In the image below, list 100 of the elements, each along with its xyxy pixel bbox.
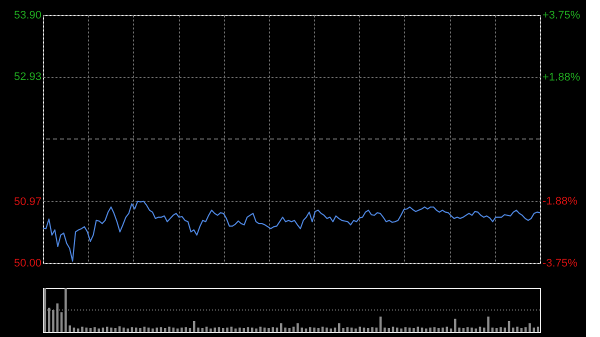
bar — [400, 328, 402, 332]
bar — [242, 328, 245, 332]
bar — [205, 326, 208, 332]
bar — [338, 323, 340, 332]
bar — [375, 328, 378, 332]
bar — [226, 328, 228, 332]
y-tick-label: 53.90 — [14, 10, 42, 22]
bar — [504, 328, 506, 332]
bar — [251, 328, 254, 332]
bar — [263, 328, 266, 332]
bar — [362, 328, 366, 332]
bar — [192, 321, 196, 332]
bar — [134, 328, 138, 332]
bar — [500, 327, 502, 332]
bar — [408, 328, 411, 332]
bar — [238, 328, 241, 332]
bar — [433, 327, 436, 332]
bar — [143, 326, 146, 332]
bar — [64, 288, 67, 332]
bar — [147, 328, 150, 332]
bar — [214, 328, 216, 332]
bar — [110, 328, 112, 332]
bar — [72, 328, 76, 332]
bar — [478, 326, 482, 332]
bar — [180, 328, 183, 332]
y-tick-label: 50.97 — [14, 196, 42, 208]
bar — [230, 326, 233, 332]
bar — [326, 328, 328, 332]
bar — [130, 327, 134, 332]
bar — [218, 327, 220, 332]
bar — [491, 328, 494, 332]
bar — [536, 326, 540, 332]
y2-tick-label: +3.75% — [542, 10, 580, 22]
y2-tick-label: -1.88% — [542, 196, 578, 208]
bar — [416, 326, 420, 332]
bar — [470, 328, 473, 332]
bar — [404, 327, 407, 332]
bar — [358, 326, 362, 332]
bar — [330, 328, 332, 332]
bar — [321, 326, 324, 332]
y2-tick-label: -3.75% — [542, 258, 578, 270]
bar — [255, 328, 258, 332]
bar — [524, 327, 527, 332]
bar — [222, 328, 224, 332]
bar — [446, 326, 448, 332]
bar — [425, 328, 428, 332]
bar — [168, 326, 170, 332]
bar — [487, 316, 490, 332]
bar — [384, 328, 386, 332]
bar — [388, 328, 390, 332]
y-tick-label: 50.00 — [14, 258, 42, 270]
bar — [139, 328, 142, 332]
bar — [528, 323, 531, 332]
bar — [292, 326, 295, 332]
bar — [392, 326, 394, 332]
bar — [420, 328, 424, 332]
bar — [309, 327, 312, 332]
bar — [276, 328, 278, 332]
bar — [466, 327, 469, 332]
bar — [160, 327, 162, 332]
bar — [210, 328, 212, 332]
bar — [268, 328, 270, 332]
bar — [81, 326, 84, 332]
bar — [512, 328, 514, 332]
bar — [474, 328, 478, 332]
bar — [280, 323, 282, 332]
bar — [454, 318, 456, 332]
bar — [429, 328, 432, 332]
bar — [516, 326, 518, 332]
bar — [272, 327, 274, 332]
bar — [354, 328, 357, 332]
bar — [396, 328, 398, 332]
bar — [246, 327, 250, 332]
bar — [98, 328, 100, 332]
bar — [172, 328, 175, 332]
bar — [85, 328, 88, 332]
bar — [164, 328, 166, 332]
y-tick-label: 52.93 — [14, 71, 42, 84]
bar — [122, 328, 125, 332]
bar — [48, 308, 50, 332]
bar — [259, 326, 262, 332]
bar — [313, 328, 316, 332]
bar — [334, 328, 336, 332]
bar — [367, 328, 370, 332]
bar — [371, 327, 374, 332]
bar — [412, 328, 415, 332]
bar — [52, 310, 54, 332]
bar — [296, 323, 299, 332]
bar — [94, 327, 96, 332]
bar — [350, 328, 353, 332]
bar — [102, 328, 104, 332]
bar — [184, 327, 187, 332]
y2-tick-label: +1.88% — [542, 71, 580, 84]
bar — [156, 328, 158, 332]
bar — [442, 328, 444, 332]
bar — [152, 328, 154, 332]
bar — [346, 327, 349, 332]
bar — [106, 326, 108, 332]
bar — [126, 328, 129, 332]
bar — [76, 328, 80, 332]
